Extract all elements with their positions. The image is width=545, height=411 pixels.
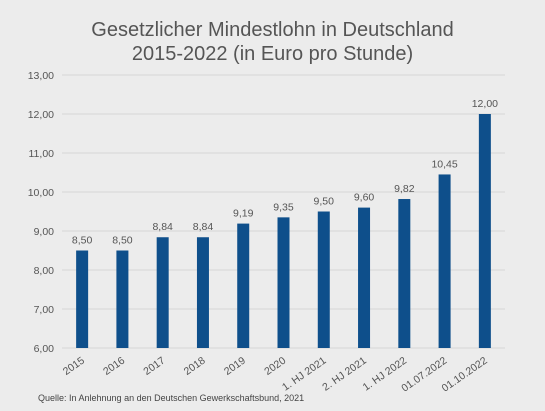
bar <box>478 114 491 348</box>
bar <box>317 211 330 348</box>
data-label: 9,35 <box>273 201 294 213</box>
y-tick-label: 6,00 <box>34 343 55 355</box>
x-tick-label: 2020 <box>262 355 288 378</box>
chart-title-line-1: Gesetzlicher Mindestlohn in Deutschland <box>91 19 454 41</box>
bar <box>237 223 250 348</box>
y-tick-label: 7,00 <box>34 304 55 316</box>
x-tick-label: 2017 <box>141 355 167 378</box>
x-tick-label: 2015 <box>61 355 87 378</box>
x-tick-label: 1. HJ 2021 <box>280 355 329 394</box>
bar <box>398 199 411 348</box>
y-tick-label: 9,00 <box>34 226 55 238</box>
data-label: 12,00 <box>472 98 498 110</box>
x-tick-label: 2018 <box>182 355 208 378</box>
source-note: Quelle: In Anlehnung an den Deutschen Ge… <box>38 393 305 403</box>
data-label: 9,19 <box>233 208 254 220</box>
x-tick-label: 2019 <box>222 355 248 378</box>
y-tick-label: 11,00 <box>29 148 55 160</box>
y-tick-label: 8,00 <box>34 265 55 277</box>
x-tick-label: 2. HJ 2021 <box>320 355 369 394</box>
bar <box>358 207 371 348</box>
x-tick-label: 01.10.2022 <box>440 355 490 395</box>
data-label: 10,45 <box>431 158 457 170</box>
y-tick-label: 13,00 <box>28 70 54 82</box>
data-label: 9,82 <box>394 183 415 195</box>
bar <box>116 250 129 348</box>
data-label: 8,50 <box>72 235 93 247</box>
bar <box>76 250 89 348</box>
x-tick-label: 2016 <box>101 355 127 378</box>
bar <box>156 237 169 348</box>
bar <box>196 237 209 348</box>
chart-title-line-2: 2015-2022 (in Euro pro Stunde) <box>131 43 414 65</box>
data-label: 8,50 <box>112 235 133 247</box>
data-label: 9,50 <box>314 196 335 208</box>
y-tick-label: 12,00 <box>28 109 54 121</box>
data-label: 8,84 <box>152 221 173 233</box>
bar <box>277 217 290 348</box>
y-tick-label: 10,00 <box>28 187 54 199</box>
data-label: 9,60 <box>354 192 375 204</box>
data-label: 8,84 <box>193 221 214 233</box>
bar <box>438 174 451 348</box>
